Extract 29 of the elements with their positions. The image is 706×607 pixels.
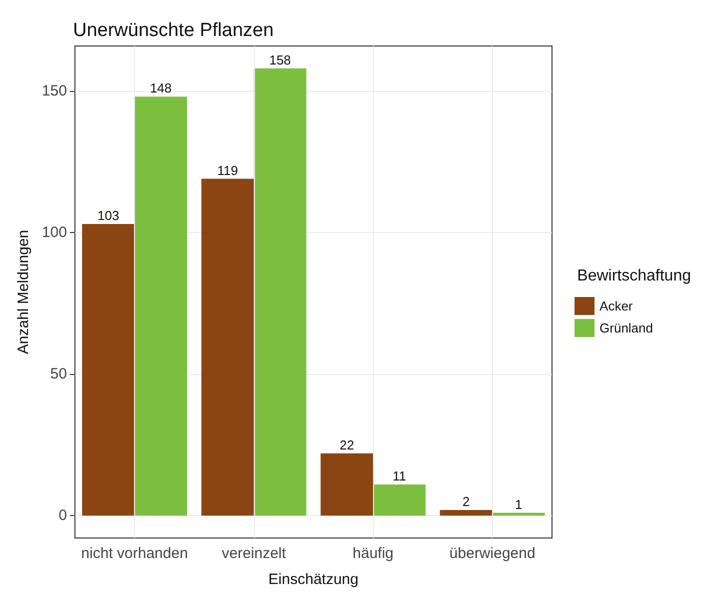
x-tick-label: vereinzelt [222,545,287,562]
bar [254,68,306,516]
y-tick-label: 100 [42,224,67,242]
x-axis-title: Einschätzung [268,571,358,588]
data-label: 148 [150,80,172,96]
data-label: 11 [392,468,406,484]
y-tick-label: 0 [58,507,67,524]
legend-title: Bewirtschaftung [577,268,692,284]
y-tick-label: 150 [42,82,67,100]
x-tick-label: nicht vorhanden [81,545,188,562]
y-tick-label: 50 [50,366,67,383]
data-label: 119 [217,162,238,178]
data-label: 1 [514,496,522,512]
data-label: 103 [97,208,120,224]
bar [201,178,254,516]
legend-label: Grünland [600,320,654,336]
x-tick-label: häufig [352,545,394,562]
x-tick-label: überwiegend [449,545,536,562]
data-label: 158 [269,52,291,68]
data-label: 2 [462,494,470,509]
bar [320,453,374,516]
y-axis-title: Anzahl Meldungen [15,230,32,354]
data-label: 22 [340,437,354,452]
bar [134,96,188,516]
bar [82,224,135,516]
bar [440,510,492,516]
legend-label: Acker [600,298,634,314]
bar [373,484,426,516]
chart-title: Unerwünschte Pflanzen [73,20,274,41]
